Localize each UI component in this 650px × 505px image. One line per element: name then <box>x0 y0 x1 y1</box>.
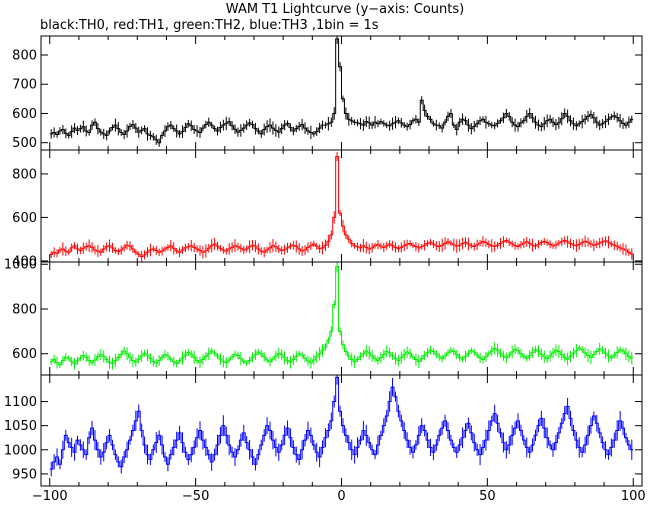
x-tick-label: −50 <box>182 489 209 504</box>
series-line-th3 <box>49 376 634 470</box>
chart-title: WAM T1 Lightcurve (y−axis: Counts) <box>226 2 464 17</box>
y-tick-label: 1100 <box>4 395 37 410</box>
y-tick-label: 1000 <box>4 258 37 273</box>
y-tick-label: 400 <box>12 254 37 269</box>
error-bars-th2 <box>50 262 633 370</box>
chart-subtitle: black:TH0, red:TH1, green:TH2, blue:TH3 … <box>40 18 379 33</box>
x-tick-label: 100 <box>621 489 646 504</box>
y-tick-label: 800 <box>12 167 37 182</box>
y-tick-label: 600 <box>12 107 37 122</box>
panel-th1: 400 600 800 <box>12 149 643 269</box>
x-tick-label: 50 <box>479 489 496 504</box>
panel-th0: 500 600 700 800 <box>12 35 643 151</box>
y-tick-label: 700 <box>12 78 37 93</box>
error-bars-th1 <box>50 151 633 262</box>
y-tick-label: 600 <box>12 347 37 362</box>
y-tick-label: 1000 <box>4 443 37 458</box>
series-line-th1 <box>49 156 634 258</box>
x-tick-label: 0 <box>337 489 345 504</box>
y-tick-label: 500 <box>12 136 37 151</box>
y-tick-label: 800 <box>12 302 37 317</box>
panels-group: 5006007008004006008006008001000950100010… <box>4 35 646 504</box>
y-tick-label: 950 <box>12 467 37 482</box>
y-tick-label: 800 <box>12 49 37 64</box>
y-tick-label: 1050 <box>4 419 37 434</box>
series-line-th0 <box>49 38 634 144</box>
panel-th2: 600 800 1000 <box>4 258 643 376</box>
x-tick-label: −100 <box>32 489 68 504</box>
series-line-th2 <box>49 265 634 366</box>
panel-th3: 950 1000 1050 1100 <box>4 374 643 487</box>
y-tick-label: 600 <box>12 211 37 226</box>
